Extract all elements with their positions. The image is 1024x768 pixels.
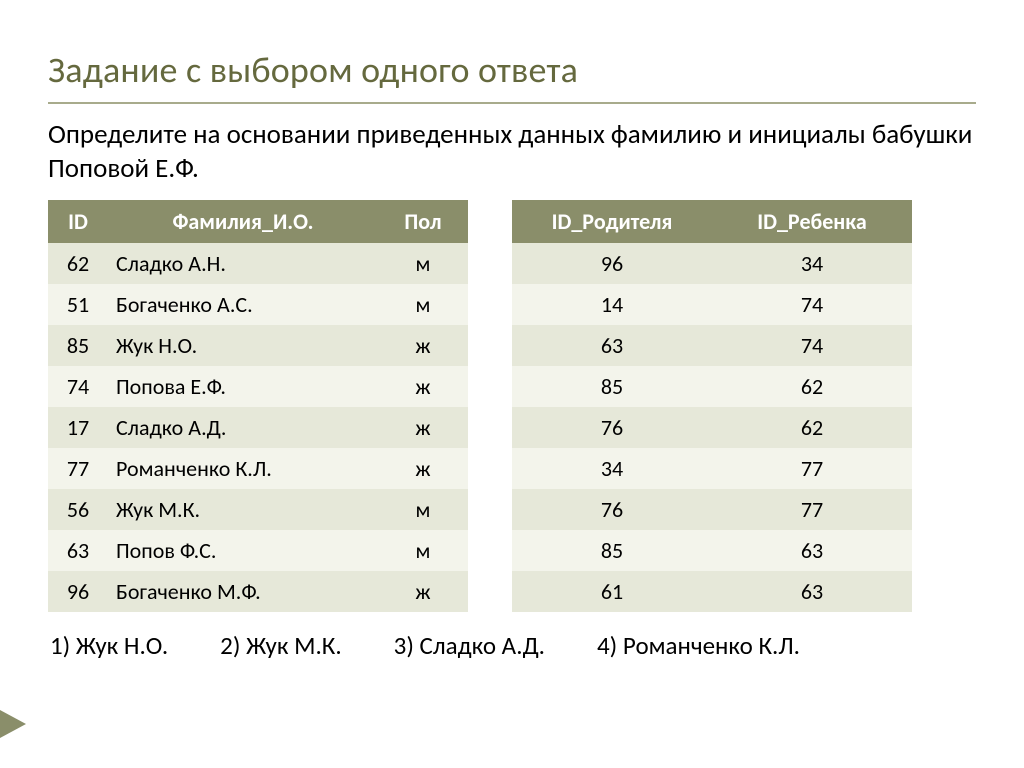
persons-cell: м — [378, 243, 468, 284]
persons-table: ID Фамилия_И.О. Пол 62Сладко А.Н.м51Бога… — [48, 200, 468, 612]
persons-cell: 63 — [48, 530, 108, 571]
answer-option-4[interactable]: 4) Романченко К.Л. — [597, 630, 800, 661]
persons-cell: 85 — [48, 325, 108, 366]
persons-cell: 17 — [48, 407, 108, 448]
table-row: 56Жук М.К.м — [48, 489, 468, 530]
relations-cell: 76 — [512, 407, 712, 448]
relations-cell: 76 — [512, 489, 712, 530]
table-row: 8562 — [512, 366, 912, 407]
relations-table: ID_Родителя ID_Ребенка 96341474637485627… — [512, 200, 912, 612]
answer-option-3[interactable]: 3) Сладко А.Д. — [394, 630, 545, 661]
persons-cell: Жук Н.О. — [108, 325, 378, 366]
persons-cell: ж — [378, 571, 468, 612]
table-row: 9634 — [512, 243, 912, 284]
relations-cell: 74 — [712, 284, 912, 325]
persons-cell: ж — [378, 366, 468, 407]
relations-cell: 34 — [712, 243, 912, 284]
persons-cell: 77 — [48, 448, 108, 489]
persons-cell: Жук М.К. — [108, 489, 378, 530]
relations-body: 963414746374856276623477767785636163 — [512, 243, 912, 612]
persons-cell: Богаченко А.С. — [108, 284, 378, 325]
answer-option-1[interactable]: 1) Жук Н.О. — [50, 630, 168, 661]
question-text: Определите на основании приведенных данн… — [48, 118, 976, 186]
persons-cell: ж — [378, 407, 468, 448]
answer-option-2[interactable]: 2) Жук М.К. — [220, 630, 341, 661]
relations-cell: 96 — [512, 243, 712, 284]
relations-cell: 85 — [512, 530, 712, 571]
persons-cell: 96 — [48, 571, 108, 612]
relations-cell: 77 — [712, 489, 912, 530]
table-row: 6374 — [512, 325, 912, 366]
persons-body: 62Сладко А.Н.м51Богаченко А.С.м85Жук Н.О… — [48, 243, 468, 612]
table-row: 7662 — [512, 407, 912, 448]
table-row: 8563 — [512, 530, 912, 571]
slide-title: Задание с выбором одного ответа — [48, 48, 976, 104]
relations-cell: 63 — [712, 530, 912, 571]
relations-cell: 14 — [512, 284, 712, 325]
persons-cell: Попов Ф.С. — [108, 530, 378, 571]
table-row: 62Сладко А.Н.м — [48, 243, 468, 284]
table-header-row: ID Фамилия_И.О. Пол — [48, 200, 468, 243]
persons-cell: ж — [378, 325, 468, 366]
persons-cell: Сладко А.Д. — [108, 407, 378, 448]
answer-options: 1) Жук Н.О. 2) Жук М.К. 3) Сладко А.Д. 4… — [48, 630, 976, 661]
slide: Задание с выбором одного ответа Определи… — [0, 0, 1024, 768]
col-name: Фамилия_И.О. — [108, 200, 378, 243]
col-gender: Пол — [378, 200, 468, 243]
table-row: 3477 — [512, 448, 912, 489]
persons-cell: 74 — [48, 366, 108, 407]
relations-cell: 77 — [712, 448, 912, 489]
relations-cell: 85 — [512, 366, 712, 407]
table-row: 85Жук Н.О.ж — [48, 325, 468, 366]
table-row: 17Сладко А.Д.ж — [48, 407, 468, 448]
relations-cell: 34 — [512, 448, 712, 489]
persons-cell: 56 — [48, 489, 108, 530]
col-parent: ID_Родителя — [512, 200, 712, 243]
persons-cell: Попова Е.Ф. — [108, 366, 378, 407]
relations-cell: 63 — [512, 325, 712, 366]
relations-cell: 74 — [712, 325, 912, 366]
relations-cell: 63 — [712, 571, 912, 612]
table-row: 63Попов Ф.С.м — [48, 530, 468, 571]
relations-cell: 61 — [512, 571, 712, 612]
table-row: 77Романченко К.Л.ж — [48, 448, 468, 489]
persons-cell: ж — [378, 448, 468, 489]
table-row: 1474 — [512, 284, 912, 325]
table-row: 96Богаченко М.Ф.ж — [48, 571, 468, 612]
persons-cell: 51 — [48, 284, 108, 325]
slide-marker-icon — [0, 710, 26, 738]
relations-cell: 62 — [712, 366, 912, 407]
table-header-row: ID_Родителя ID_Ребенка — [512, 200, 912, 243]
table-row: 51Богаченко А.С.м — [48, 284, 468, 325]
persons-cell: м — [378, 530, 468, 571]
persons-cell: м — [378, 284, 468, 325]
persons-cell: м — [378, 489, 468, 530]
persons-cell: 62 — [48, 243, 108, 284]
persons-cell: Сладко А.Н. — [108, 243, 378, 284]
col-child: ID_Ребенка — [712, 200, 912, 243]
persons-cell: Романченко К.Л. — [108, 448, 378, 489]
relations-cell: 62 — [712, 407, 912, 448]
table-row: 7677 — [512, 489, 912, 530]
tables-container: ID Фамилия_И.О. Пол 62Сладко А.Н.м51Бога… — [48, 200, 976, 612]
table-row: 74Попова Е.Ф.ж — [48, 366, 468, 407]
table-row: 6163 — [512, 571, 912, 612]
col-id: ID — [48, 200, 108, 243]
persons-cell: Богаченко М.Ф. — [108, 571, 378, 612]
